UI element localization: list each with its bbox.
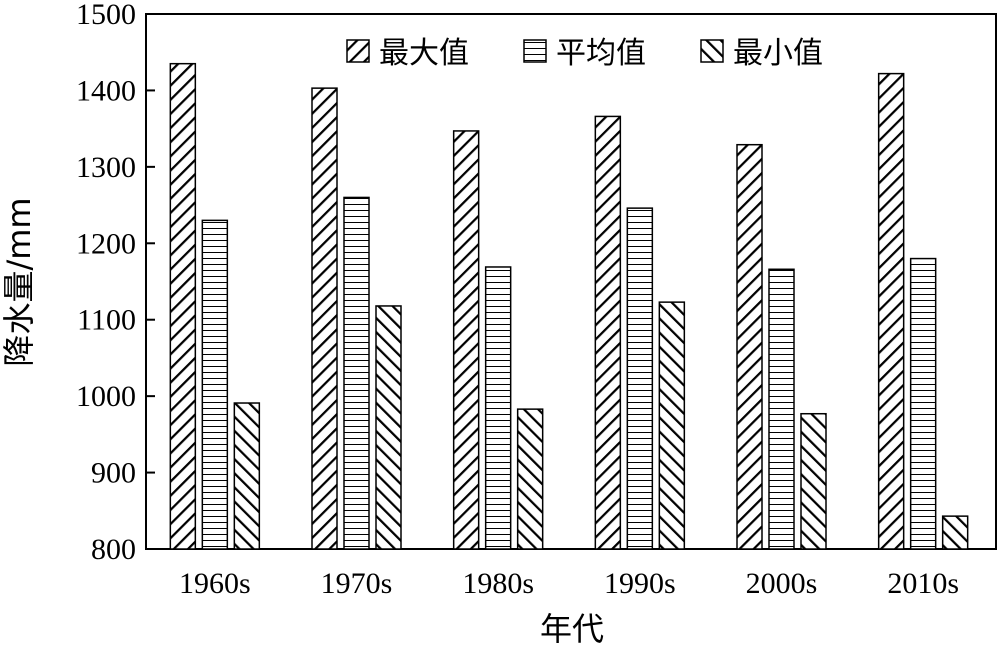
plot-area <box>145 13 997 550</box>
bar-1960s-最大值 <box>169 62 197 550</box>
bar-1990s-平均值 <box>626 207 654 550</box>
bar-2000s-最小值 <box>800 412 827 550</box>
y-tick-label: 1500 <box>76 0 136 31</box>
bar-2010s-最小值 <box>941 515 969 550</box>
legend-swatch <box>523 39 547 63</box>
x-tick-label: 2000s <box>746 567 818 600</box>
bar-1980s-最小值 <box>516 408 544 550</box>
bars <box>169 62 969 550</box>
bar-1990s-最大值 <box>594 115 622 550</box>
y-tick-label: 1300 <box>76 151 136 184</box>
x-tick-label: 2010s <box>887 567 959 600</box>
y-tick-label: 1400 <box>76 74 136 107</box>
y-axis-title: 降水量/mm <box>0 197 38 366</box>
bar-1970s-最小值 <box>375 305 402 550</box>
legend-swatch <box>346 39 370 63</box>
legend-swatch <box>700 39 724 63</box>
bar-2010s-最大值 <box>877 72 905 550</box>
y-tick-label: 800 <box>91 533 136 566</box>
bar-1960s-最小值 <box>233 402 261 550</box>
bar-1980s-平均值 <box>484 266 512 550</box>
y-axis: 800 900 1000 1100 1200 1300 1400 1500 <box>76 0 155 566</box>
bar-2010s-平均值 <box>909 257 937 550</box>
legend-label: 平均值 <box>556 36 646 71</box>
legend-label: 最小值 <box>733 36 823 71</box>
y-tick-label: 900 <box>91 457 136 490</box>
bar-1990s-最小值 <box>658 301 686 550</box>
x-tick-label: 1980s <box>462 567 534 600</box>
x-axis-title: 年代 <box>540 610 604 645</box>
bar-2000s-最大值 <box>736 143 763 550</box>
bar-2000s-平均值 <box>768 268 795 550</box>
y-tick-label: 1200 <box>76 227 136 260</box>
bar-1970s-最大值 <box>311 87 338 550</box>
y-tick-label: 1000 <box>76 380 136 413</box>
x-tick-label: 1970s <box>321 567 393 600</box>
x-tick-label: 1960s <box>179 567 251 600</box>
plot-frame <box>145 13 997 550</box>
bar-1960s-平均值 <box>201 219 229 550</box>
y-tick-label: 1100 <box>77 304 136 337</box>
legend-label: 最大值 <box>379 36 469 71</box>
bar-1980s-最大值 <box>452 130 480 550</box>
legend: 最大值 平均值 最小值 <box>346 36 823 71</box>
x-axis: 1960s 1970s 1980s 1990s 2000s 2010s <box>179 567 959 600</box>
x-tick-label: 1990s <box>604 567 676 600</box>
bar-1970s-平均值 <box>343 196 370 550</box>
